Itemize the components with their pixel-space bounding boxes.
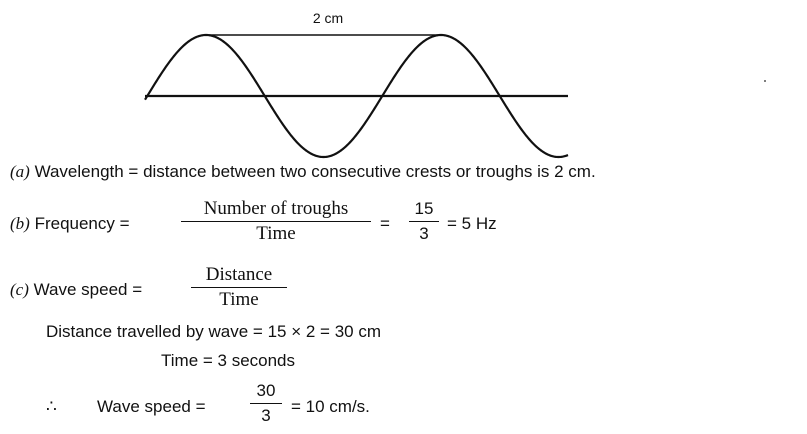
- wavelength-label: 2 cm: [313, 10, 343, 26]
- answer-b-label: (b): [10, 214, 30, 233]
- final-speed-prefix: Wave speed =: [97, 397, 206, 416]
- wave-diagram: 2 cm: [144, 10, 766, 159]
- final-speed-fraction: 30 3: [250, 381, 282, 426]
- answer-c-label: (c): [10, 280, 29, 299]
- wave-speed-denominator: Time: [219, 289, 259, 310]
- wave-speed-fraction: Distance Time: [191, 265, 287, 310]
- wave-speed-numerator: Distance: [191, 265, 287, 288]
- frequency-denominator: Time: [256, 223, 296, 244]
- final-speed-result: = 10 cm/s.: [291, 397, 370, 416]
- answer-c-label-prefix: (c) Wave speed =: [10, 280, 142, 300]
- frequency-fraction: Number of troughs Time: [181, 199, 371, 244]
- wave-speed-prefix: Wave speed =: [33, 280, 143, 299]
- answer-a-text: Wavelength = distance between two consec…: [34, 162, 596, 181]
- therefore-symbol: ∴: [46, 397, 57, 416]
- frequency-value-fraction: 15 3: [409, 199, 439, 244]
- final-speed-denominator: 3: [261, 406, 271, 425]
- frequency-numerator: Number of troughs: [181, 199, 371, 222]
- answer-b-label-prefix: (b) Frequency =: [10, 214, 130, 234]
- speck-dot: [764, 80, 766, 82]
- frequency-result: = 5 Hz: [447, 214, 497, 233]
- time-line: Time = 3 seconds: [161, 351, 296, 370]
- frequency-equals: =: [380, 214, 390, 233]
- frequency-value-denominator: 3: [419, 224, 429, 243]
- sine-wave: [144, 33, 569, 159]
- frequency-prefix: Frequency =: [34, 214, 130, 233]
- answer-a-label: (a): [10, 162, 30, 181]
- frequency-value-numerator: 15: [409, 199, 439, 222]
- final-speed-numerator: 30: [250, 381, 282, 404]
- distance-travelled-line: Distance travelled by wave = 15 × 2 = 30…: [46, 322, 381, 341]
- answer-a: (a) Wavelength = distance between two co…: [10, 162, 596, 182]
